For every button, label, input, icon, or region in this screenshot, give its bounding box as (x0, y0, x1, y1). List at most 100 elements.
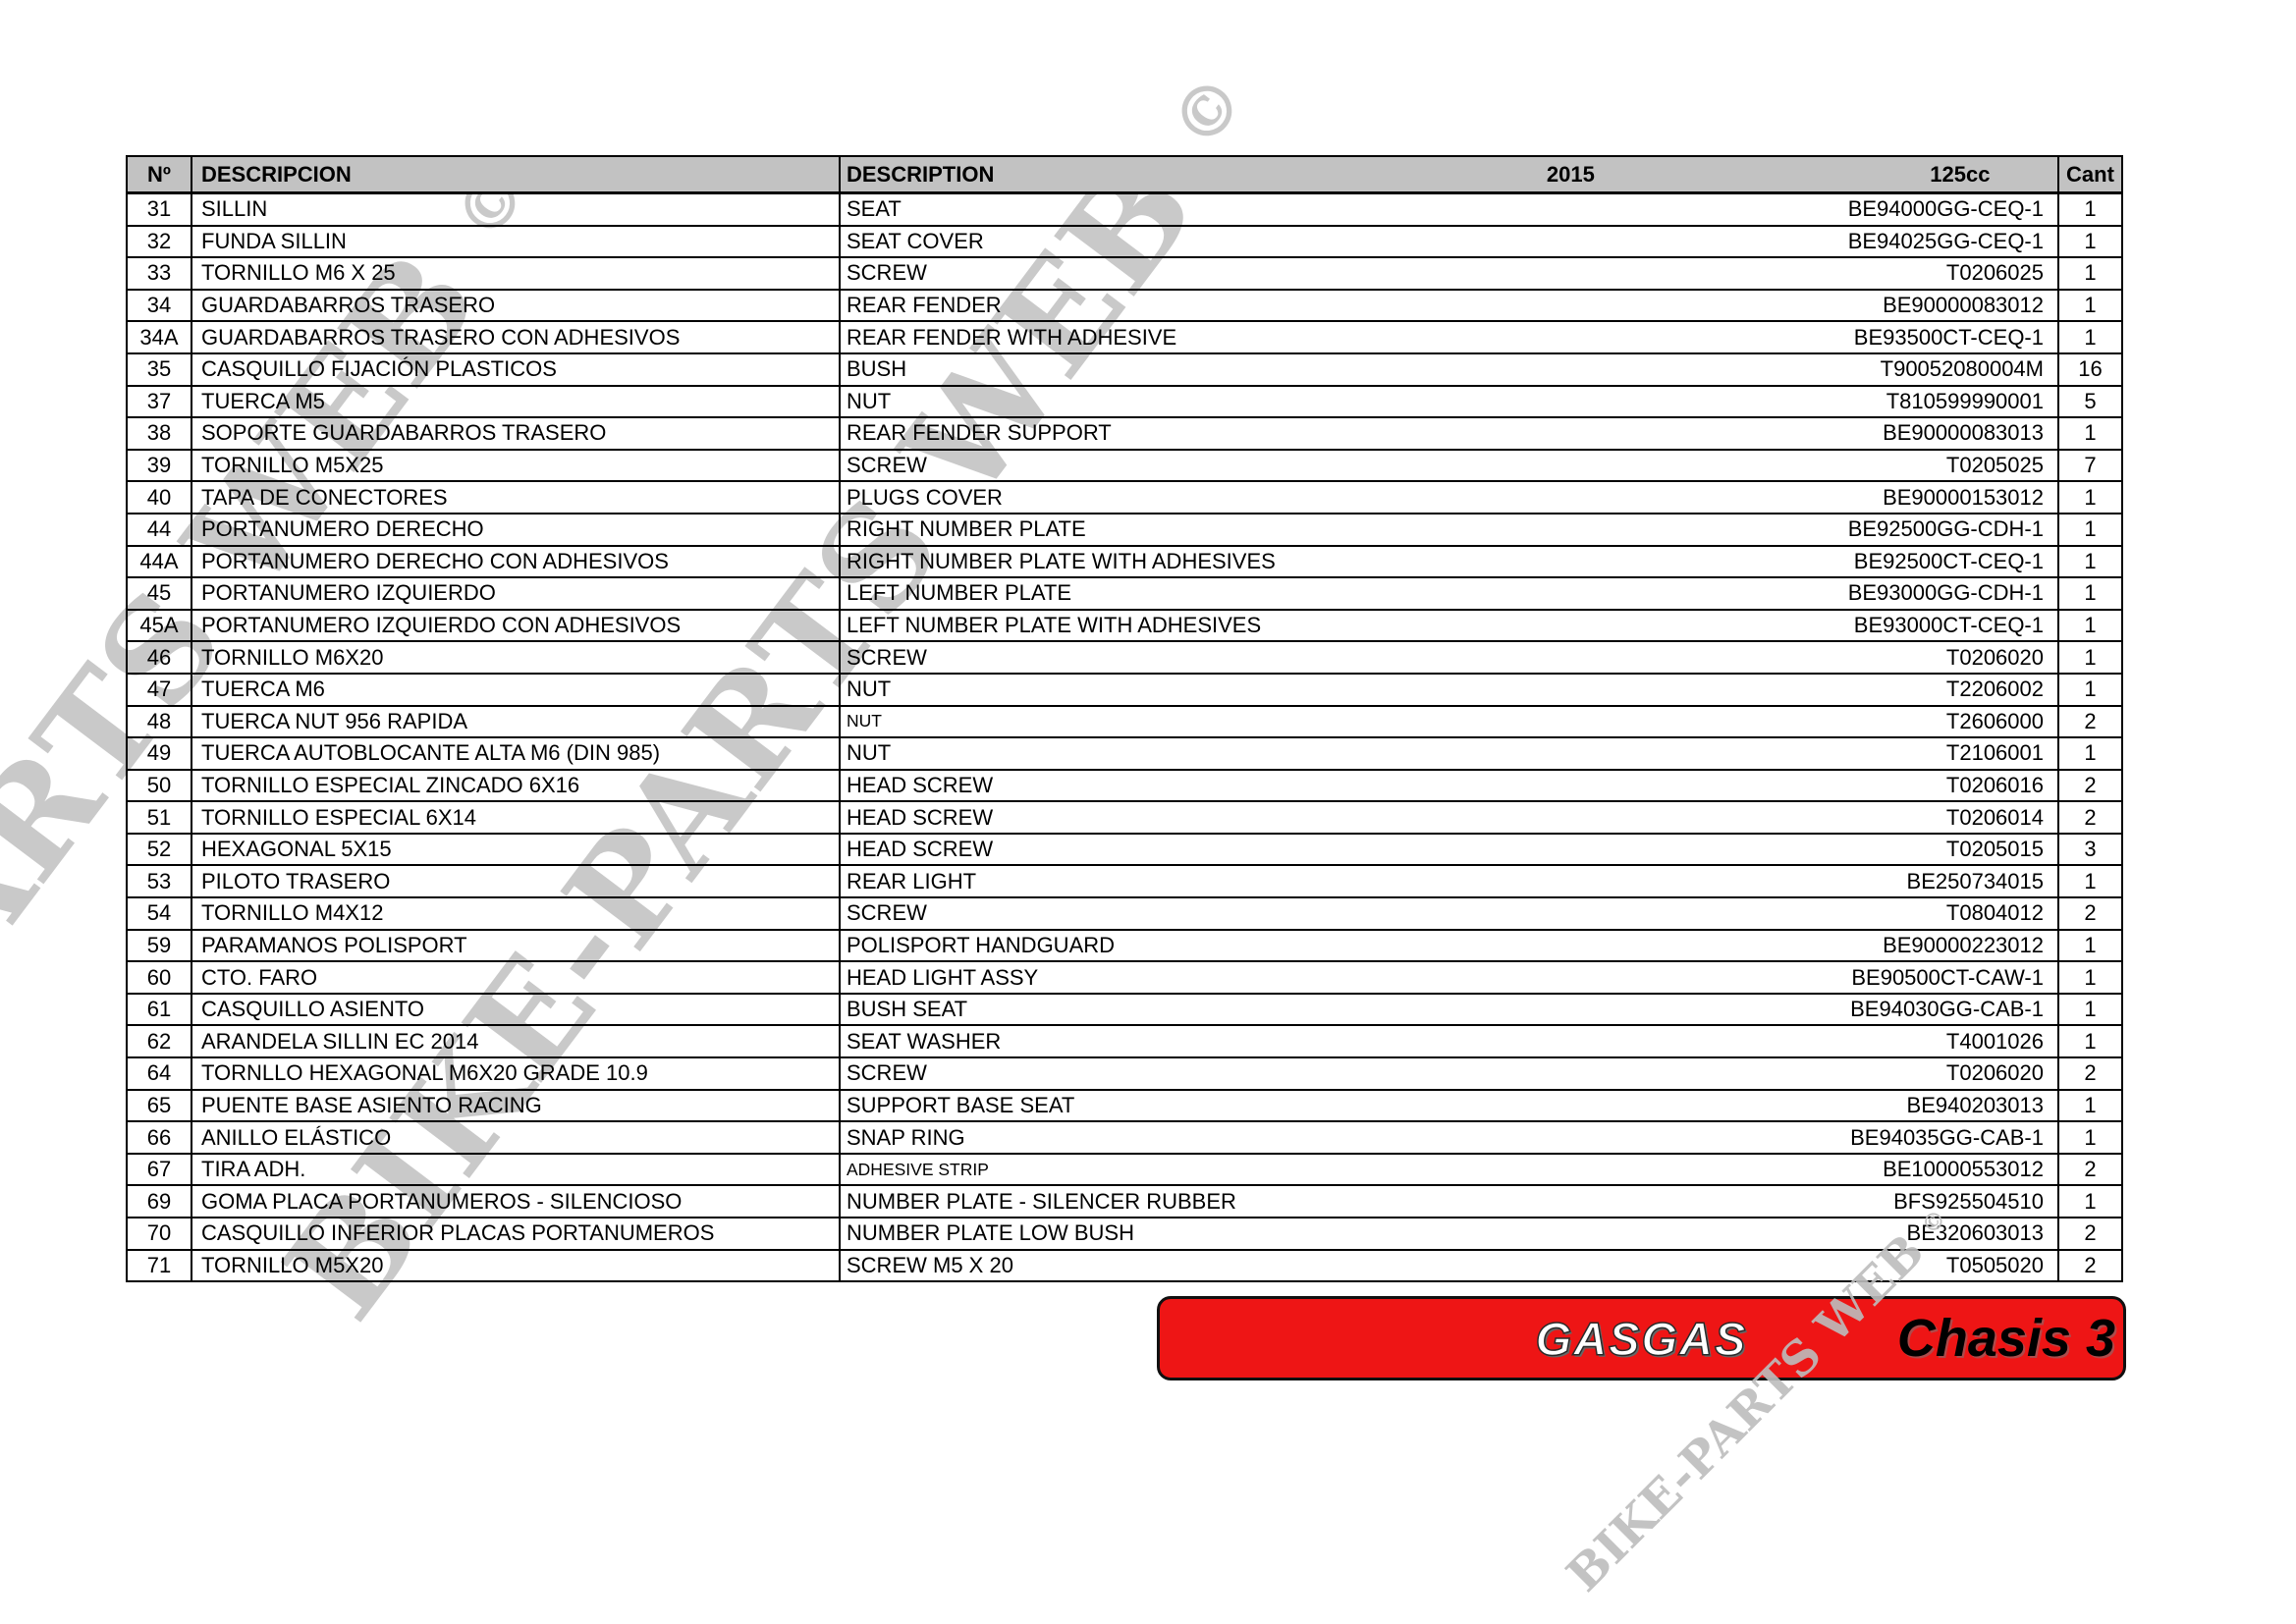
table-row: 45A PORTANUMERO IZQUIERDO CON ADHESIVOS … (128, 610, 2121, 643)
row-number-cell: 62 (128, 1026, 192, 1057)
row-part-number: T2606000 (1945, 708, 2044, 733)
table-row: 71 TORNILLO M5X20 SCREW M5 X 20 T0505020… (128, 1250, 2121, 1281)
row-quantity-cell: 1 (2084, 1092, 2097, 1117)
row-number-cell: 66 (128, 1122, 192, 1153)
row-description-cell: SCREW T0206025 (841, 258, 2059, 289)
row-number-cell: 61 (128, 994, 192, 1025)
table-row: 37 TUERCA M5 NUT T810599990001 5 (128, 386, 2121, 419)
row-description-cell: BUSH T90052080004M (841, 353, 2059, 385)
table-row: 51 TORNILLO ESPECIAL 6X14 HEAD SCREW T02… (128, 802, 2121, 835)
row-quantity-cell: 1 (2084, 677, 2097, 702)
row-number-cell: 54 (128, 898, 192, 929)
row-description-cell: SEAT BE94000GG-CEQ-1 (841, 194, 2059, 225)
row-description-cell: SCREW T0804012 (841, 898, 2059, 929)
row-part-number: T0205015 (1945, 837, 2044, 862)
row-description-cell: SNAP RING BE94035GG-CAB-1 (841, 1122, 2059, 1153)
row-part-number: BE90500CT-CAW-1 (1851, 964, 2044, 990)
row-part-number: BE90000153012 (1883, 484, 2044, 510)
row-descripcion-cell: TORNILLO ESPECIAL ZINCADO 6X16 (192, 770, 841, 801)
row-description-cell: REAR FENDER WITH ADHESIVE BE93500CT-CEQ-… (841, 322, 2059, 352)
row-part-number: T0206020 (1945, 644, 2044, 670)
row-description-cell: SEAT WASHER T4001026 (841, 1026, 2059, 1057)
row-part-number: BE94025GG-CEQ-1 (1847, 228, 2044, 253)
row-quantity-cell: 1 (2084, 260, 2097, 286)
row-description-cell: SCREW T0206020 (841, 1058, 2059, 1089)
row-number-cell: 51 (128, 802, 192, 833)
row-description-en: SNAP RING (847, 1124, 965, 1150)
row-number-cell: 40 (128, 482, 192, 513)
row-descripcion-cell: TIRA ADH. (192, 1154, 841, 1185)
row-descripcion-cell: ANILLO ELÁSTICO (192, 1122, 841, 1153)
row-description-cell: RIGHT NUMBER PLATE WITH ADHESIVES BE9250… (841, 546, 2059, 577)
row-number-cell: 49 (128, 738, 192, 769)
row-quantity-cell: 1 (2084, 580, 2097, 606)
row-number-cell: 44 (128, 514, 192, 545)
table-row: 50 TORNILLO ESPECIAL ZINCADO 6X16 HEAD S… (128, 770, 2121, 803)
row-part-number: T810599990001 (1886, 388, 2044, 413)
header-descripcion: DESCRIPCION (192, 157, 841, 191)
row-description-en: LEFT NUMBER PLATE (847, 580, 1072, 606)
table-row: 44A PORTANUMERO DERECHO CON ADHESIVOS RI… (128, 546, 2121, 579)
row-description-en: SCREW (847, 900, 927, 926)
row-description-cell: POLISPORT HANDGUARD BE90000223012 (841, 930, 2059, 961)
chapter-banner[interactable]: GASGAS Chasis 3 (1157, 1296, 2126, 1380)
table-row: 54 TORNILLO M4X12 SCREW T0804012 2 (128, 898, 2121, 931)
row-part-number: BE93000GG-CDH-1 (1847, 580, 2044, 606)
row-quantity-cell: 1 (2084, 324, 2097, 350)
row-descripcion-cell: PORTANUMERO IZQUIERDO CON ADHESIVOS (192, 610, 841, 641)
header-year: 2015 (1546, 161, 1595, 187)
row-quantity-cell: 1 (2084, 964, 2097, 990)
row-description-en: RIGHT NUMBER PLATE WITH ADHESIVES (847, 548, 1276, 573)
table-row: 64 TORNLLO HEXAGONAL M6X20 GRADE 10.9 SC… (128, 1058, 2121, 1091)
table-row: 31 SILLIN SEAT BE94000GG-CEQ-1 1 (128, 194, 2121, 227)
row-description-cell: HEAD LIGHT ASSY BE90500CT-CAW-1 (841, 962, 2059, 993)
row-quantity-cell: 16 (2078, 356, 2103, 382)
row-number-cell: 52 (128, 834, 192, 865)
row-descripcion-cell: TUERCA M6 (192, 674, 841, 705)
row-description-en: HEAD LIGHT ASSY (847, 964, 1039, 990)
row-number-cell: 32 (128, 226, 192, 257)
row-descripcion-cell: GUARDABARROS TRASERO CON ADHESIVOS (192, 322, 841, 352)
row-descripcion-cell: ARANDELA SILLIN EC 2014 (192, 1026, 841, 1057)
row-descripcion-cell: PORTANUMERO IZQUIERDO (192, 578, 841, 609)
row-quantity-cell: 1 (2084, 1124, 2097, 1150)
row-quantity-cell: 1 (2084, 293, 2097, 318)
table-row: 34A GUARDABARROS TRASERO CON ADHESIVOS R… (128, 322, 2121, 354)
row-descripcion-cell: PARAMANOS POLISPORT (192, 930, 841, 961)
table-row: 48 TUERCA NUT 956 RAPIDA NUT T2606000 2 (128, 706, 2121, 739)
row-description-cell: NUT T2106001 (841, 738, 2059, 769)
row-quantity-cell: 1 (2084, 1188, 2097, 1214)
row-description-cell: SEAT COVER BE94025GG-CEQ-1 (841, 226, 2059, 257)
row-quantity-cell: 2 (2084, 1157, 2097, 1182)
table-row: 40 TAPA DE CONECTORES PLUGS COVER BE9000… (128, 482, 2121, 514)
row-quantity-cell: 2 (2084, 804, 2097, 830)
row-description-cell: BUSH SEAT BE94030GG-CAB-1 (841, 994, 2059, 1025)
row-quantity-cell: 1 (2084, 932, 2097, 957)
table-row: 52 HEXAGONAL 5X15 HEAD SCREW T0205015 3 (128, 834, 2121, 867)
row-part-number: T90052080004M (1880, 356, 2044, 382)
row-descripcion-cell: CASQUILLO INFERIOR PLACAS PORTANUMEROS (192, 1218, 841, 1249)
row-description-cell: REAR FENDER SUPPORT BE90000083013 (841, 418, 2059, 449)
row-description-en: SCREW (847, 644, 927, 670)
row-quantity-cell: 1 (2084, 196, 2097, 222)
row-number-cell: 64 (128, 1058, 192, 1089)
row-part-number: BE93000CT-CEQ-1 (1853, 613, 2044, 638)
row-number-cell: 35 (128, 353, 192, 385)
row-description-cell: HEAD SCREW T0205015 (841, 834, 2059, 865)
row-number-cell: 67 (128, 1154, 192, 1185)
row-description-en: HEAD SCREW (847, 804, 994, 830)
row-part-number: BE92500CT-CEQ-1 (1853, 548, 2044, 573)
row-description-cell: SCREW T0206020 (841, 642, 2059, 673)
row-number-cell: 34 (128, 290, 192, 321)
row-part-number: T0206025 (1945, 260, 2044, 286)
table-row: 67 TIRA ADH. ADHESIVE STRIP BE1000055301… (128, 1154, 2121, 1187)
row-number-cell: 71 (128, 1250, 192, 1281)
row-descripcion-cell: SOPORTE GUARDABARROS TRASERO (192, 418, 841, 449)
chapter-label: Chasis 3 (1896, 1309, 2115, 1368)
row-part-number: BE10000553012 (1883, 1157, 2044, 1182)
table-row: 59 PARAMANOS POLISPORT POLISPORT HANDGUA… (128, 930, 2121, 963)
table-row: 70 CASQUILLO INFERIOR PLACAS PORTANUMERO… (128, 1218, 2121, 1251)
row-descripcion-cell: TORNILLO M6X20 (192, 642, 841, 673)
row-description-cell: SUPPORT BASE SEAT BE940203013 (841, 1090, 2059, 1121)
